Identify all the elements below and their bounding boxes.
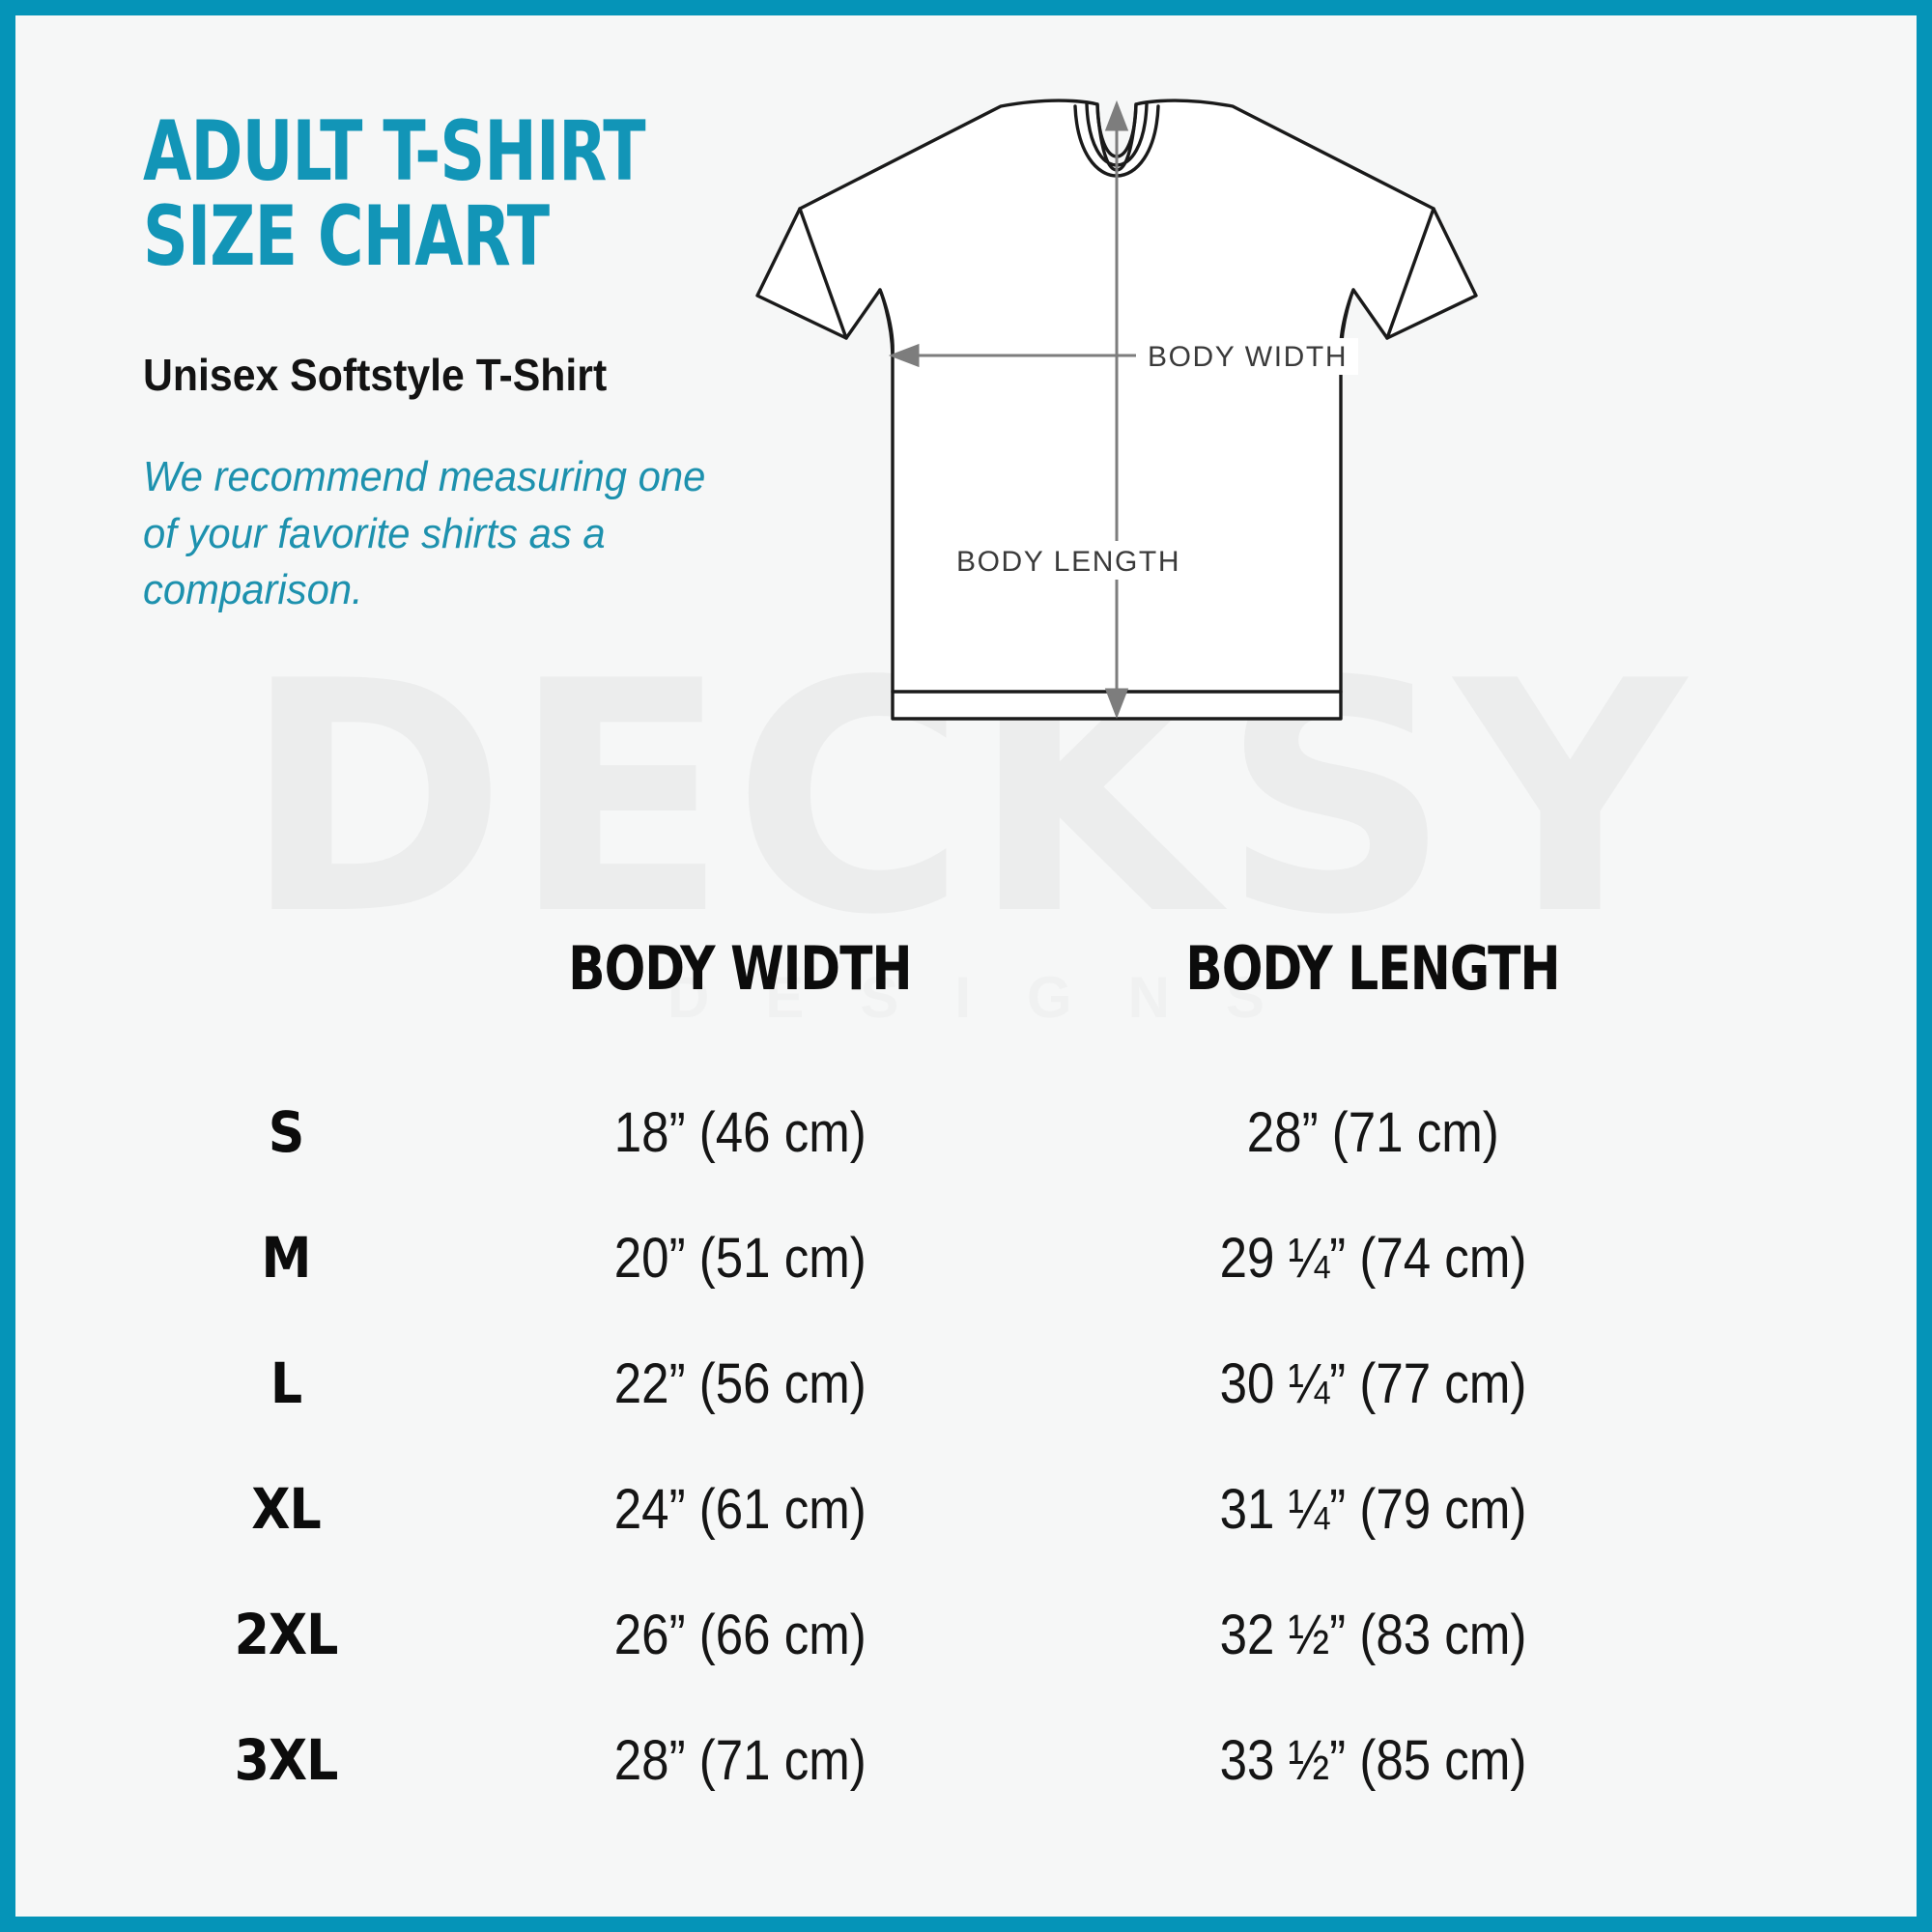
- row-body-width: 24” (61 cm): [431, 1446, 1049, 1572]
- row-body-width: 28” (71 cm): [431, 1697, 1049, 1823]
- row-size-label: XL: [251, 1476, 322, 1542]
- row-size-label: 2XL: [234, 1602, 339, 1667]
- column-header-body-length: BODY LENGTH: [1185, 933, 1560, 1004]
- body-length-value: 30 ¼” (77 cm): [1219, 1351, 1526, 1415]
- row-body-length: 29 ¼” (74 cm): [1049, 1195, 1696, 1321]
- body-width-label-bg: [1136, 338, 1358, 375]
- row-body-width: 22” (56 cm): [431, 1321, 1049, 1446]
- body-length-value: 33 ½” (85 cm): [1219, 1728, 1526, 1792]
- body-width-value: 28” (71 cm): [613, 1728, 867, 1792]
- body-length-label-bg: [949, 541, 1209, 580]
- body-length-arrow-top: [1104, 99, 1129, 131]
- row-body-width: 20” (51 cm): [431, 1195, 1049, 1321]
- row-size-label: S: [268, 1099, 305, 1165]
- sleeve-seam-right-path: [1385, 207, 1435, 340]
- column-header-body-width: BODY WIDTH: [568, 933, 912, 1004]
- row-body-width: 26” (66 cm): [431, 1572, 1049, 1697]
- size-chart-table: BODY WIDTH BODY LENGTH S 18” (46 cm) 28”…: [141, 933, 1696, 1823]
- body-length-value: 32 ½” (83 cm): [1219, 1603, 1526, 1666]
- body-width-label: BODY WIDTH: [1148, 341, 1348, 373]
- table-header-row: BODY WIDTH BODY LENGTH: [141, 933, 1696, 1069]
- body-length-value: 29 ¼” (74 cm): [1219, 1226, 1526, 1290]
- product-name: Unisex Softstyle T-Shirt: [143, 350, 608, 401]
- row-body-length: 30 ¼” (77 cm): [1049, 1321, 1696, 1446]
- table-row: 2XL 26” (66 cm) 32 ½” (83 cm): [141, 1572, 1696, 1697]
- table-row: 3XL 28” (71 cm) 33 ½” (85 cm): [141, 1697, 1696, 1823]
- table-row: XL 24” (61 cm) 31 ¼” (79 cm): [141, 1446, 1696, 1572]
- table-row: S 18” (46 cm) 28” (71 cm): [141, 1069, 1696, 1195]
- chart-canvas: DECKSY DESIGNS ADULT T-SHIRT SIZE CHART …: [15, 15, 1917, 1917]
- table-header: BODY WIDTH BODY LENGTH: [141, 933, 1696, 1069]
- row-body-length: 28” (71 cm): [1049, 1069, 1696, 1195]
- tshirt-diagram: BODY WIDTH BODY LENGTH: [711, 66, 1522, 761]
- column-header-size: [156, 933, 416, 1069]
- body-length-value: 28” (71 cm): [1246, 1100, 1499, 1164]
- body-width-value: 18” (46 cm): [613, 1100, 867, 1164]
- body-width-value: 26” (66 cm): [613, 1603, 867, 1666]
- page-title: ADULT T-SHIRT SIZE CHART: [143, 103, 646, 285]
- row-body-width: 18” (46 cm): [431, 1069, 1049, 1195]
- table-body: S 18” (46 cm) 28” (71 cm) M 20” (51 cm) …: [141, 1069, 1696, 1823]
- row-size-label: 3XL: [234, 1727, 339, 1793]
- header-block: ADULT T-SHIRT SIZE CHART Unisex Softstyl…: [143, 103, 877, 619]
- body-length-label: BODY LENGTH: [956, 546, 1180, 578]
- row-body-length: 32 ½” (83 cm): [1049, 1572, 1696, 1697]
- row-size-label: L: [270, 1350, 302, 1416]
- sleeve-seam-left-path: [798, 207, 848, 340]
- body-width-value: 24” (61 cm): [613, 1477, 867, 1541]
- body-width-value: 22” (56 cm): [613, 1351, 867, 1415]
- row-size-label: M: [261, 1225, 312, 1291]
- armhole-left-path: [878, 288, 895, 357]
- table-row: M 20” (51 cm) 29 ¼” (74 cm): [141, 1195, 1696, 1321]
- body-width-value: 20” (51 cm): [613, 1226, 867, 1290]
- body-width-arrow-left: [888, 343, 920, 368]
- row-body-length: 31 ¼” (79 cm): [1049, 1446, 1696, 1572]
- recommendation-text: We recommend measuring one of your favor…: [143, 453, 706, 614]
- body-length-arrow-bottom: [1104, 688, 1129, 720]
- body-length-value: 31 ¼” (79 cm): [1219, 1477, 1526, 1541]
- row-body-length: 33 ½” (85 cm): [1049, 1697, 1696, 1823]
- table-row: L 22” (56 cm) 30 ¼” (77 cm): [141, 1321, 1696, 1446]
